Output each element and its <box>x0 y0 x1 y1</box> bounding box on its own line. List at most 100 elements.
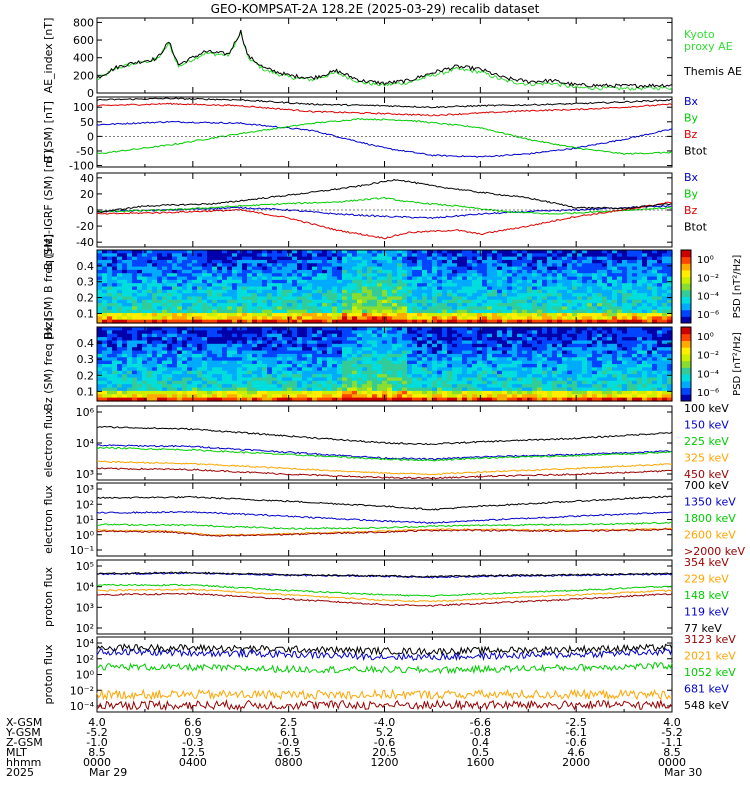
spectrogram-cell <box>527 293 533 298</box>
spectrogram-cell <box>367 343 373 348</box>
spectrogram-cell <box>662 306 668 311</box>
spectrogram-cell <box>97 250 103 254</box>
spectrogram-cell <box>222 343 228 348</box>
spectrogram-cell <box>382 390 388 395</box>
spectrogram-cell <box>667 306 673 311</box>
spectrogram-cell <box>487 289 493 294</box>
spectrogram-cell <box>327 299 333 304</box>
spectrogram-cell <box>442 276 448 281</box>
spectrogram-cell <box>382 299 388 304</box>
spectrogram-cell <box>377 276 383 281</box>
spectrogram-cell <box>537 360 543 365</box>
spectrogram-cell <box>317 299 323 304</box>
spectrogram-cell <box>332 360 338 365</box>
spectrogram-cell <box>112 350 118 355</box>
spectrogram-cell <box>637 364 643 368</box>
spectrogram-cell <box>282 299 288 304</box>
spectrogram-cell <box>512 333 518 338</box>
spectrogram-cell <box>157 380 163 385</box>
spectrogram-cell <box>222 309 228 314</box>
spectrogram-cell <box>277 256 283 261</box>
spectrogram-cell <box>232 360 238 365</box>
y-tick-label: 0 <box>87 87 94 100</box>
spectrogram-cell <box>152 313 158 317</box>
spectrogram-cell <box>392 360 398 365</box>
spectrogram-cell <box>202 377 208 382</box>
spectrogram-cell <box>192 289 198 294</box>
spectrogram-cell <box>547 256 553 261</box>
spectrogram-cell <box>127 333 133 338</box>
spectrogram-cell <box>117 283 123 288</box>
y-tick-label: 400 <box>73 52 94 65</box>
spectrogram-cell <box>327 256 333 261</box>
spectrogram-cell <box>102 380 108 385</box>
spectrogram-cell <box>97 390 103 395</box>
spectrogram-cell <box>102 387 108 392</box>
spectrogram-cell <box>527 283 533 288</box>
spectrogram-cell <box>307 299 313 304</box>
spectrogram-cell <box>392 357 398 362</box>
spectrogram-cell <box>612 276 618 281</box>
spectrogram-cell <box>412 364 418 368</box>
spectrogram-cell <box>192 390 198 395</box>
spectrogram-cell <box>227 319 233 324</box>
spectrogram-cell <box>387 253 393 258</box>
spectrogram-cell <box>542 296 548 301</box>
spectrogram-cell <box>352 316 358 321</box>
spectrogram-cell <box>587 360 593 365</box>
spectrogram-cell <box>512 250 518 254</box>
spectrogram-cell <box>112 303 118 308</box>
spectrogram-cell <box>542 347 548 352</box>
spectrogram-cell <box>327 390 333 395</box>
spectrogram-cell <box>632 347 638 352</box>
spectrogram-cell <box>367 357 373 362</box>
spectrogram-cell <box>372 327 378 331</box>
spectrogram-cell <box>142 364 148 368</box>
spectrogram-cell <box>367 327 373 331</box>
spectrogram-cell <box>207 296 213 301</box>
spectrogram-cell <box>252 353 258 358</box>
spectrogram-cell <box>457 289 463 294</box>
spectrogram-cell <box>342 350 348 355</box>
spectrogram-cell <box>97 353 103 358</box>
spectrogram-cell <box>572 347 578 352</box>
spectrogram-cell <box>222 380 228 385</box>
spectrogram-cell <box>397 357 403 362</box>
spectrogram-cell <box>597 327 603 331</box>
spectrogram-cell <box>462 259 468 264</box>
spectrogram-cell <box>637 296 643 301</box>
spectrogram-cell <box>522 327 528 331</box>
spectrogram-cell <box>257 313 263 317</box>
spectrogram-cell <box>352 309 358 314</box>
spectrogram-cell <box>182 377 188 382</box>
spectrogram-cell <box>342 357 348 362</box>
spectrogram-cell <box>627 364 633 368</box>
spectrogram-cell <box>332 387 338 392</box>
spectrogram-cell <box>482 296 488 301</box>
spectrogram-cell <box>497 347 503 352</box>
spectrogram-cell <box>157 273 163 278</box>
spectrogram-cell <box>277 263 283 268</box>
spectrogram-cell <box>397 350 403 355</box>
spectrogram-cell <box>497 256 503 261</box>
spectrogram-cell <box>637 357 643 362</box>
spectrogram-cell <box>452 250 458 254</box>
spectrogram-cell <box>212 266 218 271</box>
spectrogram-cell <box>447 364 453 368</box>
spectrogram-cell <box>132 313 138 317</box>
spectrogram-cell <box>552 367 558 372</box>
spectrogram-cell <box>342 313 348 317</box>
spectrogram-cell <box>157 360 163 365</box>
spectrogram-cell <box>217 380 223 385</box>
y-tick-label: 0 <box>87 130 94 143</box>
spectrogram-cell <box>352 367 358 372</box>
spectrogram-cell <box>152 390 158 395</box>
spectrogram-cell <box>132 289 138 294</box>
spectrogram-cell <box>262 283 268 288</box>
spectrogram-cell <box>667 387 673 392</box>
spectrogram-cell <box>192 263 198 268</box>
spectrogram-cell <box>307 286 313 291</box>
spectrogram-cell <box>472 319 478 324</box>
spectrogram-cell <box>322 296 328 301</box>
spectrogram-cell <box>297 289 303 294</box>
